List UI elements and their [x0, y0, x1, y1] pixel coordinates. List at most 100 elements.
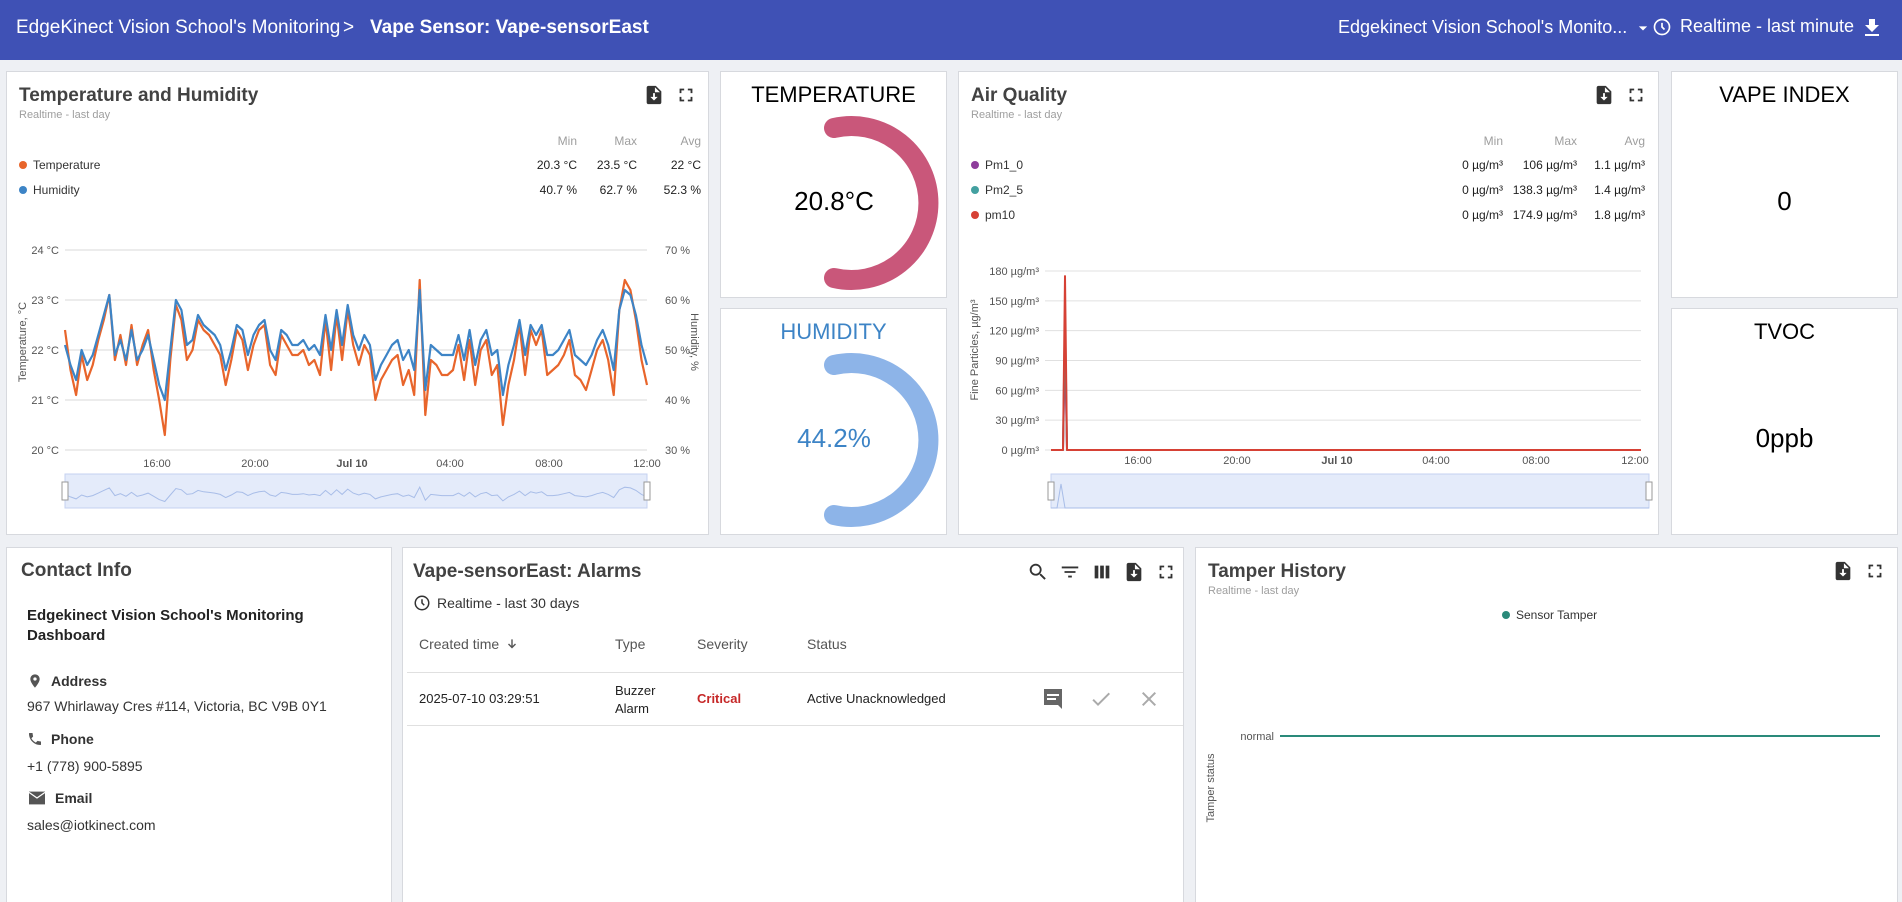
legend-item-pm10[interactable]: pm10	[971, 208, 1015, 222]
gauge-value: 44.2%	[797, 423, 871, 453]
legend-header-min: Min	[1483, 134, 1503, 148]
gauge-title: TEMPERATURE	[751, 82, 916, 107]
y-tick: 150 µg/m³	[989, 296, 1039, 308]
tvoc-value: 0ppb	[1755, 423, 1814, 453]
x-tick: 08:00	[1522, 455, 1550, 467]
fullscreen-icon[interactable]	[1155, 561, 1177, 583]
breadcrumb-dashboard[interactable]: EdgeKinect Vision School's Monitoring	[16, 17, 341, 38]
column-header-created[interactable]: Created time	[419, 636, 519, 652]
grid-lines	[1045, 270, 1641, 451]
legend-item-sensor-tamper[interactable]: Sensor Tamper	[1502, 608, 1597, 622]
x-tick: 20:00	[241, 458, 269, 470]
legend-avg: 1.1 µg/m³	[1594, 158, 1645, 172]
column-header-severity[interactable]: Severity	[697, 636, 748, 652]
column-header-status[interactable]: Status	[807, 636, 847, 652]
y-tick-left: 21 °C	[31, 395, 59, 407]
comment-icon[interactable]	[1041, 687, 1065, 711]
cell-severity: Critical	[697, 691, 742, 706]
export-icon[interactable]	[1832, 560, 1854, 582]
range-navigator[interactable]	[1047, 473, 1653, 509]
navigator-handle-left	[1047, 481, 1055, 501]
phone-icon	[29, 733, 41, 745]
contact-info-card: Contact Info Edgekinect Vision School's …	[6, 547, 392, 902]
fullscreen-icon[interactable]	[675, 84, 697, 106]
export-icon[interactable]	[643, 84, 665, 106]
air-quality-chart[interactable]: Fine Particles, µg/m³ 180 µg/m³ 150 µg/m³…	[959, 232, 1660, 532]
y-ticks: 180 µg/m³ 150 µg/m³ 120 µg/m³ 90 µg/m³ 60 µg…	[989, 266, 1039, 457]
fullscreen-icon[interactable]	[1864, 560, 1886, 582]
legend-max: 62.7 %	[599, 183, 637, 197]
temp-humidity-card: Temperature and Humidity Realtime - last…	[6, 71, 709, 535]
legend-dot	[971, 211, 979, 219]
legend-header-max: Max	[1554, 134, 1577, 148]
export-icon[interactable]	[1593, 84, 1615, 106]
timewindow-label: Realtime - last minute	[1680, 16, 1855, 36]
humidity-gauge-card: HUMIDITY 44.2%	[720, 308, 947, 535]
export-icon[interactable]	[1123, 561, 1145, 583]
x-tick: Jul 10	[1321, 455, 1352, 467]
series-line-humidity	[63, 288, 649, 402]
table-header-divider	[407, 672, 1183, 673]
x-ticks: 16:00 20:00 Jul 10 04:00 08:00 12:00	[1124, 455, 1649, 467]
card-title: Tamper History	[1208, 561, 1346, 582]
legend-max: 138.3 µg/m³	[1512, 183, 1577, 197]
organization-name: Edgekinect Vision School's Monitoring Da…	[27, 607, 304, 644]
search-icon[interactable]	[1027, 561, 1049, 583]
y-axis-label-right: Humidity, %	[688, 313, 700, 371]
legend-avg: 22 °C	[670, 158, 701, 172]
fullscreen-icon[interactable]	[1625, 84, 1647, 106]
columns-icon[interactable]	[1091, 561, 1113, 583]
grid-lines	[65, 249, 647, 451]
legend-item-humidity[interactable]: Humidity	[19, 183, 80, 197]
navigator-track	[64, 473, 648, 509]
alarms-timewindow-label: Realtime - last 30 days	[437, 595, 580, 611]
x-ticks: 16:00 20:00 Jul 10 04:00 08:00 12:00	[143, 458, 661, 470]
filter-icon[interactable]	[1059, 561, 1081, 583]
clear-icon[interactable]	[1137, 687, 1161, 711]
email-icon	[28, 791, 46, 805]
y-tick: 0 µg/m³	[1001, 445, 1039, 457]
navigator-preview-line	[64, 486, 648, 503]
navigator-handle-left	[61, 481, 69, 501]
legend-label: Temperature	[33, 158, 101, 172]
y-ticks: 24 °C 70 % 23 °C 60 % 22 °C 50 % 21 °C 40 % 20 °…	[31, 245, 690, 457]
email-value[interactable]: sales@iotkinect.com	[27, 817, 156, 833]
range-navigator[interactable]	[61, 473, 651, 509]
alarms-timewindow[interactable]: Realtime - last 30 days	[413, 594, 579, 612]
legend-header-max: Max	[614, 134, 637, 148]
cell-created: 2025-07-10 03:29:51	[419, 691, 540, 706]
series-lines	[63, 278, 649, 437]
email-label: Email	[55, 790, 93, 806]
legend-label: Pm1_0	[985, 158, 1024, 172]
arrow-down-icon	[508, 639, 517, 649]
download-icon[interactable]	[1860, 16, 1884, 40]
timewindow-button[interactable]: Realtime - last minute	[1652, 16, 1854, 37]
legend-dot	[971, 186, 979, 194]
x-tick: 08:00	[535, 458, 563, 470]
legend-label: pm10	[985, 208, 1016, 222]
tamper-chart[interactable]: normal Tamper status	[1196, 628, 1899, 902]
table-row[interactable]: 2025-07-10 03:29:51 Buzzer Alarm Critica…	[407, 673, 1183, 725]
legend-min: 20.3 °C	[536, 158, 577, 172]
temp-humidity-chart[interactable]: Temperature, °C Humidity, % 24 °C 70 % 23 …	[7, 212, 710, 532]
gauge-title: HUMIDITY	[780, 319, 887, 344]
table-row-divider	[407, 725, 1183, 726]
legend-item-pm1[interactable]: Pm1_0	[971, 158, 1023, 172]
legend-avg: 1.8 µg/m³	[1594, 208, 1645, 222]
y-tick-left: 22 °C	[31, 345, 59, 357]
breadcrumb-separator: >	[343, 17, 355, 38]
series-lines	[1051, 275, 1641, 451]
top-bar: EdgeKinect Vision School's Monitoring > …	[0, 0, 1902, 60]
x-tick: 04:00	[436, 458, 464, 470]
y-axis-label: Tamper status	[1205, 753, 1217, 823]
dashboard-select[interactable]: Edgekinect Vision School's Monito...	[1338, 17, 1653, 38]
humidity-gauge: 44.2%	[797, 353, 939, 527]
address-label-row: Address	[27, 672, 107, 690]
column-header-type[interactable]: Type	[615, 636, 646, 652]
legend-item-pm25[interactable]: Pm2_5	[971, 183, 1023, 197]
acknowledge-icon[interactable]	[1089, 687, 1113, 711]
phone-value: +1 (778) 900-5895	[27, 758, 143, 774]
legend-item-temperature[interactable]: Temperature	[19, 158, 100, 172]
temperature-gauge: 20.8°C	[794, 116, 939, 290]
gauge-value: 20.8°C	[794, 186, 874, 216]
